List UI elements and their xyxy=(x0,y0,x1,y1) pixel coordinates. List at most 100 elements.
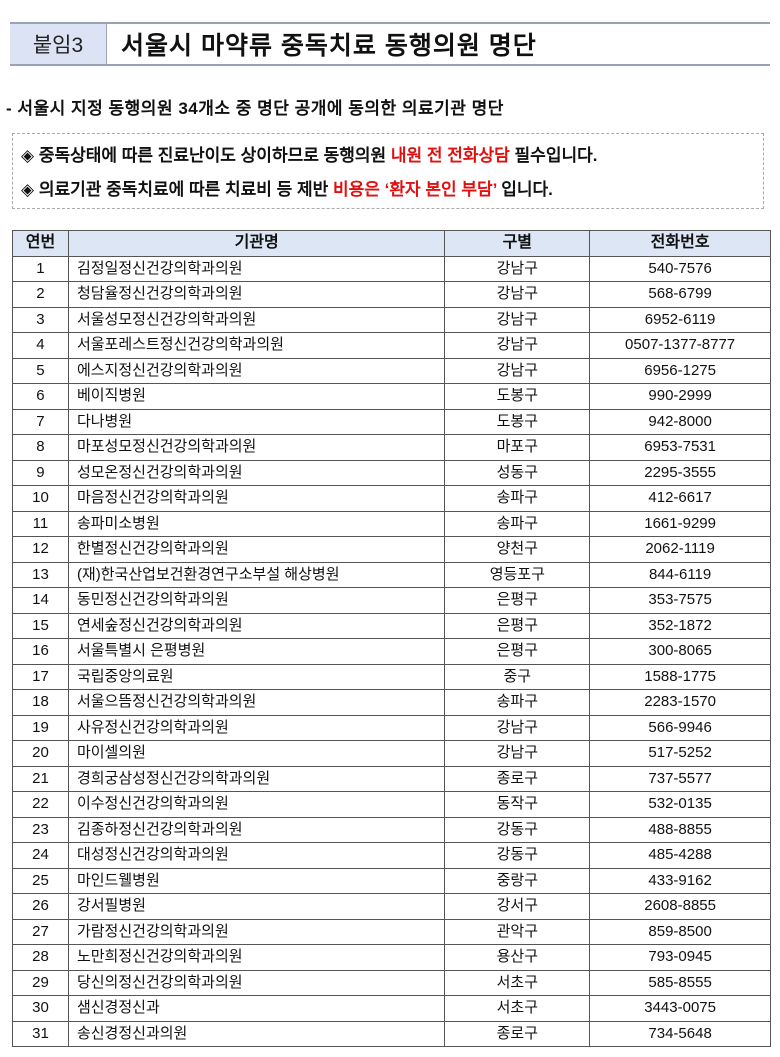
row-number: 6 xyxy=(12,383,69,410)
row-number: 30 xyxy=(12,995,69,1022)
clinic-name: 마포성모정신건강의학과의원 xyxy=(67,434,446,461)
table-row: 20 마이셀의원 강남구 517-5252 xyxy=(12,740,771,767)
district: 강남구 xyxy=(444,255,591,282)
phone-number: 568-6799 xyxy=(589,281,771,308)
clinic-name: 송신경정신과의원 xyxy=(67,1020,446,1047)
row-number: 18 xyxy=(12,689,69,716)
clinic-name: 다나병원 xyxy=(67,408,446,435)
clinic-name: 대성정신건강의학과의원 xyxy=(67,842,446,869)
notice-highlight: 내원 전 전화상담 xyxy=(390,146,510,165)
clinic-name: 사유정신건강의학과의원 xyxy=(67,714,446,741)
district: 송파구 xyxy=(444,485,591,512)
row-number: 9 xyxy=(12,459,69,486)
row-number: 25 xyxy=(12,867,69,894)
table-row: 5 에스지정신건강의학과의원 강남구 6956-1275 xyxy=(12,357,771,384)
clinic-name: 마이셀의원 xyxy=(67,740,446,767)
district: 양천구 xyxy=(444,536,591,563)
table-row: 15 연세숲정신건강의학과의원 은평구 352-1872 xyxy=(12,612,771,639)
title-bar: 붙임3 서울시 마약류 중독치료 동행의원 명단 xyxy=(10,22,770,66)
row-number: 29 xyxy=(12,969,69,996)
clinic-name: 김정일정신건강의학과의원 xyxy=(67,255,446,282)
table-row: 28 노만희정신건강의학과의원 용산구 793-0945 xyxy=(12,944,771,971)
district: 마포구 xyxy=(444,434,591,461)
clinic-name: 경희궁삼성정신건강의학과의원 xyxy=(67,765,446,792)
table-row: 12 한별정신건강의학과의원 양천구 2062-1119 xyxy=(12,536,771,563)
district: 중구 xyxy=(444,663,591,690)
clinic-name: 성모온정신건강의학과의원 xyxy=(67,459,446,486)
district: 강남구 xyxy=(444,332,591,359)
page-title: 서울시 마약류 중독치료 동행의원 명단 xyxy=(121,32,537,60)
row-number: 7 xyxy=(12,408,69,435)
table-row: 31 송신경정신과의원 종로구 734-5648 xyxy=(12,1020,771,1047)
district: 강남구 xyxy=(444,281,591,308)
row-number: 27 xyxy=(12,918,69,945)
phone-number: 942-8000 xyxy=(589,408,771,435)
district: 용산구 xyxy=(444,944,591,971)
clinic-name: 한별정신건강의학과의원 xyxy=(67,536,446,563)
column-header-no: 연번 xyxy=(12,230,69,257)
table-row: 25 마인드웰병원 중랑구 433-9162 xyxy=(12,867,771,894)
row-number: 24 xyxy=(12,842,69,869)
phone-number: 6953-7531 xyxy=(589,434,771,461)
clinic-name: 노만희정신건강의학과의원 xyxy=(67,944,446,971)
district: 은평구 xyxy=(444,612,591,639)
table-row: 14 동민정신건강의학과의원 은평구 353-7575 xyxy=(12,587,771,614)
district: 은평구 xyxy=(444,587,591,614)
clinic-name: 이수정신건강의학과의원 xyxy=(67,791,446,818)
table-row: 2 청담율정신건강의학과의원 강남구 568-6799 xyxy=(12,281,771,308)
row-number: 1 xyxy=(12,255,69,282)
district: 강서구 xyxy=(444,893,591,920)
phone-number: 990-2999 xyxy=(589,383,771,410)
table-row: 29 당신의정신건강의학과의원 서초구 585-8555 xyxy=(12,969,771,996)
notice-text: 의료기관 중독치료에 따른 치료비 등 제반 xyxy=(38,180,334,199)
phone-number: 734-5648 xyxy=(589,1020,771,1047)
phone-number: 540-7576 xyxy=(589,255,771,282)
phone-number: 6956-1275 xyxy=(589,357,771,384)
notice-box: ◈ 중독상태에 따른 진료난이도 상이하므로 동행의원 내원 전 전화상담 필수… xyxy=(12,133,764,209)
district: 강남구 xyxy=(444,740,591,767)
clinic-table: 연번 기관명 구별 전화번호 1 김정일정신건강의학과의원 강남구 540-7576 2… xyxy=(12,230,771,1047)
phone-number: 517-5252 xyxy=(589,740,771,767)
attachment-label: 붙임3 xyxy=(10,24,107,64)
row-number: 5 xyxy=(12,357,69,384)
row-number: 13 xyxy=(12,561,69,588)
clinic-name: 마인드웰병원 xyxy=(67,867,446,894)
row-number: 28 xyxy=(12,944,69,971)
phone-number: 532-0135 xyxy=(589,791,771,818)
district: 강동구 xyxy=(444,816,591,843)
table-row: 13 (재)한국산업보건환경연구소부설 해상병원 영등포구 844-6119 xyxy=(12,561,771,588)
table-row: 24 대성정신건강의학과의원 강동구 485-4288 xyxy=(12,842,771,869)
row-number: 22 xyxy=(12,791,69,818)
column-header-phone: 전화번호 xyxy=(589,230,771,257)
district: 서초구 xyxy=(444,969,591,996)
table-row: 30 샘신경정신과 서초구 3443-0075 xyxy=(12,995,771,1022)
clinic-name: 서울으뜸정신건강의학과의원 xyxy=(67,689,446,716)
phone-number: 1661-9299 xyxy=(589,510,771,537)
clinic-name: (재)한국산업보건환경연구소부설 해상병원 xyxy=(67,561,446,588)
phone-number: 0507-1377-8777 xyxy=(589,332,771,359)
clinic-name: 베이직병원 xyxy=(67,383,446,410)
notice-text: 입니다. xyxy=(496,180,553,199)
phone-number: 585-8555 xyxy=(589,969,771,996)
table-row: 18 서울으뜸정신건강의학과의원 송파구 2283-1570 xyxy=(12,689,771,716)
district: 강남구 xyxy=(444,357,591,384)
clinic-name: 마음정신건강의학과의원 xyxy=(67,485,446,512)
district: 종로구 xyxy=(444,1020,591,1047)
phone-number: 300-8065 xyxy=(589,638,771,665)
row-number: 12 xyxy=(12,536,69,563)
clinic-name: 당신의정신건강의학과의원 xyxy=(67,969,446,996)
row-number: 8 xyxy=(12,434,69,461)
row-number: 26 xyxy=(12,893,69,920)
clinic-name: 샘신경정신과 xyxy=(67,995,446,1022)
clinic-name: 김종하정신건강의학과의원 xyxy=(67,816,446,843)
phone-number: 353-7575 xyxy=(589,587,771,614)
clinic-name: 동민정신건강의학과의원 xyxy=(67,587,446,614)
district: 영등포구 xyxy=(444,561,591,588)
notice-text: 필수입니다. xyxy=(509,146,598,165)
column-header-district: 구별 xyxy=(444,230,591,257)
row-number: 21 xyxy=(12,765,69,792)
district: 송파구 xyxy=(444,510,591,537)
district: 은평구 xyxy=(444,638,591,665)
row-number: 17 xyxy=(12,663,69,690)
phone-number: 793-0945 xyxy=(589,944,771,971)
